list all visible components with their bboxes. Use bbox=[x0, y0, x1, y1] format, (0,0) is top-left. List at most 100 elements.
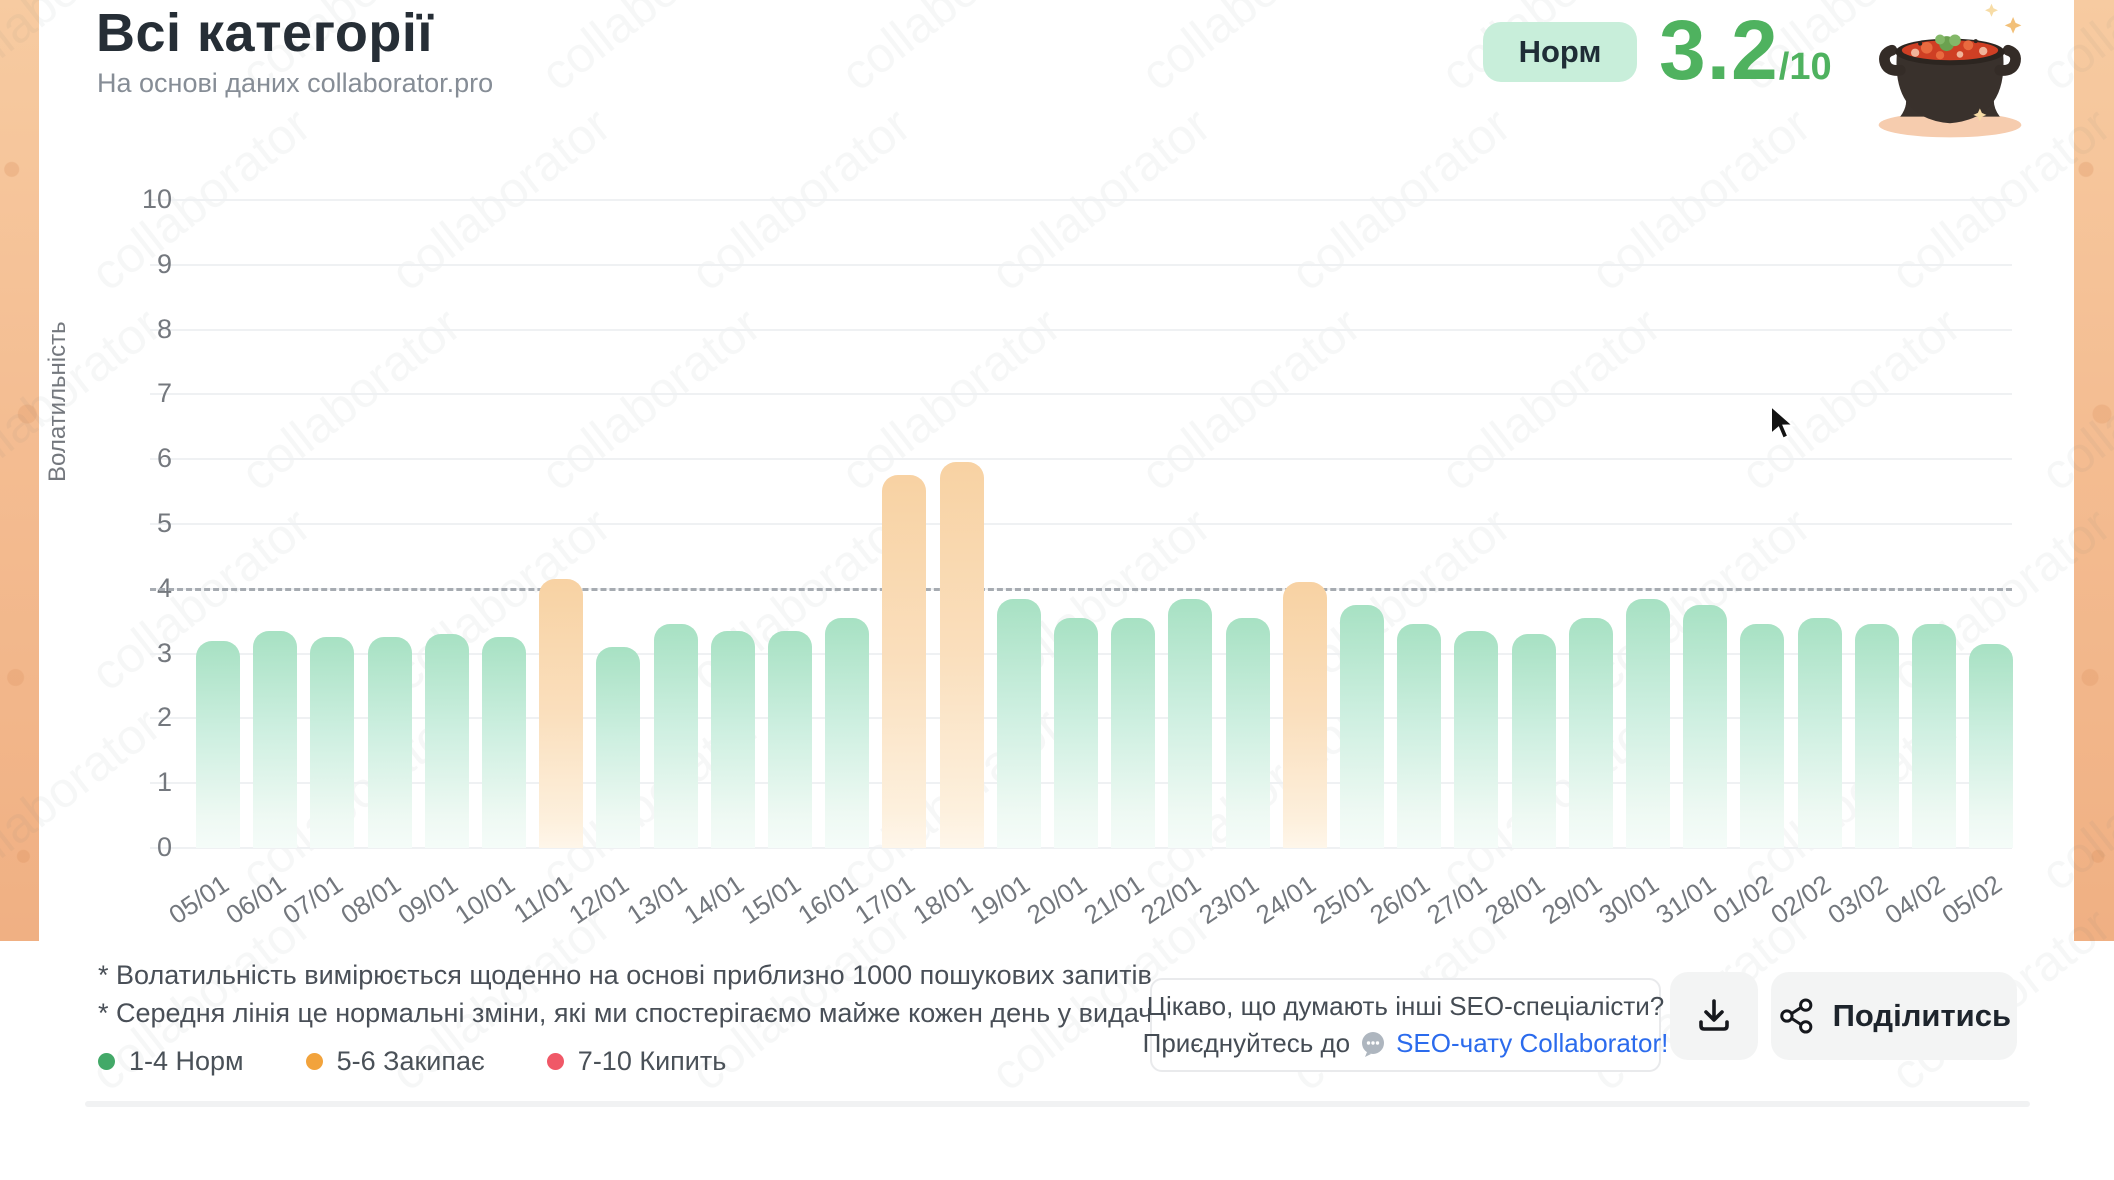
x-tick-label: 06/01 bbox=[220, 868, 292, 930]
gridline-y-9 bbox=[150, 263, 2012, 266]
gridline-y-10 bbox=[150, 199, 2012, 201]
chart-bar-01/02[interactable] bbox=[1740, 624, 1785, 848]
chart-bar-16/01[interactable] bbox=[825, 617, 870, 848]
chart-bar-27/01[interactable] bbox=[1454, 630, 1499, 848]
footnote-average-line: * Середня лінія це нормальні зміни, які … bbox=[98, 998, 1159, 1028]
chart-bar-28/01[interactable] bbox=[1511, 634, 1556, 848]
right-decor-strip bbox=[2074, 0, 2114, 941]
x-tick-label: 20/01 bbox=[1021, 868, 1093, 930]
gridline-y-8 bbox=[150, 328, 2012, 331]
legend-item-2: 7-10 Кипить bbox=[546, 1046, 727, 1077]
chart-bar-31/01[interactable] bbox=[1683, 605, 1728, 848]
watermark-text: collaborator bbox=[680, 96, 921, 302]
y-tick-label: 2 bbox=[156, 702, 172, 733]
x-tick-label: 08/01 bbox=[334, 868, 406, 930]
x-tick-label: 15/01 bbox=[735, 868, 807, 930]
chart-bar-09/01[interactable] bbox=[424, 634, 469, 848]
x-tick-label: 10/01 bbox=[449, 868, 521, 930]
x-tick-label: 25/01 bbox=[1307, 868, 1379, 930]
x-tick-label: 28/01 bbox=[1478, 868, 1550, 930]
y-tick-label: 8 bbox=[156, 313, 172, 344]
x-tick-label: 14/01 bbox=[678, 868, 749, 930]
x-tick-label: 23/01 bbox=[1192, 868, 1264, 930]
chart-bar-13/01[interactable] bbox=[653, 624, 698, 848]
y-axis-title: Волатильність bbox=[44, 321, 71, 482]
chart-bar-06/01[interactable] bbox=[253, 630, 298, 848]
x-tick-label: 26/01 bbox=[1364, 868, 1436, 930]
watermark-text: collaborator bbox=[1580, 96, 1821, 302]
chart-bar-03/02[interactable] bbox=[1854, 624, 1899, 848]
watermark-text: collaborator bbox=[530, 0, 772, 102]
gridline-y-5 bbox=[150, 523, 2012, 525]
x-tick-label: 16/01 bbox=[792, 868, 864, 930]
x-tick-label: 19/01 bbox=[964, 868, 1035, 930]
bottom-divider bbox=[85, 1101, 2030, 1107]
volatility-score: 3.2/10 bbox=[1659, 3, 1832, 97]
y-tick-label: 5 bbox=[156, 508, 172, 538]
chart-bar-29/01[interactable] bbox=[1568, 617, 1613, 848]
chart-bar-20/01[interactable] bbox=[1054, 617, 1098, 848]
x-tick-label: 01/02 bbox=[1707, 868, 1779, 930]
chart-bar-19/01[interactable] bbox=[996, 598, 1041, 848]
footnotes: * Волатильність вимірюється щоденно на о… bbox=[98, 956, 1159, 1032]
watermark-text: collaborator bbox=[1430, 296, 1671, 502]
gridline-y-4 bbox=[150, 587, 2012, 590]
chart-bar-30/01[interactable] bbox=[1626, 598, 1670, 848]
x-tick-label: 31/01 bbox=[1650, 868, 1722, 930]
mouse-cursor bbox=[1770, 404, 1796, 440]
chat-bubble-icon bbox=[1358, 1029, 1388, 1059]
chart-bar-05/01[interactable] bbox=[196, 640, 240, 848]
share-button[interactable]: Поділитись bbox=[1771, 972, 2017, 1060]
legend-label: 7-10 Кипить bbox=[577, 1046, 727, 1076]
chart-bar-25/01[interactable] bbox=[1340, 605, 1384, 848]
chart-bar-15/01[interactable] bbox=[768, 630, 812, 848]
chart-bar-18/01[interactable] bbox=[939, 462, 984, 848]
chart-bar-26/01[interactable] bbox=[1397, 624, 1442, 848]
chart-bar-04/02[interactable] bbox=[1912, 624, 1956, 848]
chart-bar-08/01[interactable] bbox=[367, 637, 412, 848]
chart-bar-05/02[interactable] bbox=[1969, 643, 2014, 848]
chart-bar-14/01[interactable] bbox=[710, 630, 755, 848]
y-tick-label: 3 bbox=[156, 637, 172, 668]
chart-bar-23/01[interactable] bbox=[1225, 617, 1270, 848]
x-tick-label: 09/01 bbox=[392, 868, 463, 930]
y-tick-label: 4 bbox=[156, 572, 172, 603]
x-tick-label: 13/01 bbox=[620, 868, 692, 930]
legend-item-1: 5-6 Закипає bbox=[305, 1046, 485, 1077]
chart-bar-22/01[interactable] bbox=[1168, 598, 1213, 848]
legend-dot bbox=[305, 1053, 323, 1070]
y-tick-label: 7 bbox=[156, 378, 172, 409]
x-tick-label: 22/01 bbox=[1135, 868, 1207, 930]
download-button[interactable] bbox=[1670, 972, 1758, 1060]
gridline-y-6 bbox=[150, 458, 2012, 461]
x-tick-label: 07/01 bbox=[277, 868, 349, 930]
chart-bar-24/01[interactable] bbox=[1282, 582, 1327, 848]
borscht-pot-icon bbox=[1878, 3, 2022, 138]
watermark-text: collaborator bbox=[1280, 96, 1521, 302]
chart-legend: 1-4 Норм 5-6 Закипає 7-10 Кипить bbox=[98, 1046, 726, 1077]
seo-chat-link[interactable]: SEO-чату Collaborator! bbox=[1396, 1028, 1669, 1058]
legend-item-0: 1-4 Норм bbox=[98, 1046, 244, 1077]
x-tick-label: 03/02 bbox=[1822, 868, 1893, 930]
watermark-text: collaborator bbox=[380, 96, 621, 302]
footnote-volatility: * Волатильність вимірюється щоденно на о… bbox=[98, 960, 1160, 990]
watermark-text: collaborator bbox=[80, 96, 321, 302]
legend-label: 5-6 Закипає bbox=[336, 1046, 485, 1076]
chart-bar-12/01[interactable] bbox=[596, 647, 641, 848]
chart-bar-17/01[interactable] bbox=[882, 475, 927, 848]
chart-bar-10/01[interactable] bbox=[482, 637, 526, 848]
chart-bar-02/02[interactable] bbox=[1797, 617, 1842, 848]
x-tick-label: 17/01 bbox=[849, 868, 921, 930]
x-tick-label: 29/01 bbox=[1536, 868, 1607, 930]
x-tick-label: 05/02 bbox=[1936, 868, 2008, 930]
chart-bar-11/01[interactable] bbox=[539, 579, 584, 848]
chart-bar-07/01[interactable] bbox=[310, 637, 355, 848]
chart-bar-21/01[interactable] bbox=[1111, 617, 1156, 848]
gridline-y-7 bbox=[150, 393, 2012, 396]
average-threshold-line bbox=[150, 587, 2012, 591]
y-tick-label: 10 bbox=[141, 184, 172, 214]
status-badge: Норм bbox=[1483, 22, 1637, 82]
x-tick-label: 05/01 bbox=[163, 868, 235, 930]
seo-chat-callout: Цікаво, що думають інші SEO-спеціалісти?… bbox=[1143, 978, 1668, 1072]
